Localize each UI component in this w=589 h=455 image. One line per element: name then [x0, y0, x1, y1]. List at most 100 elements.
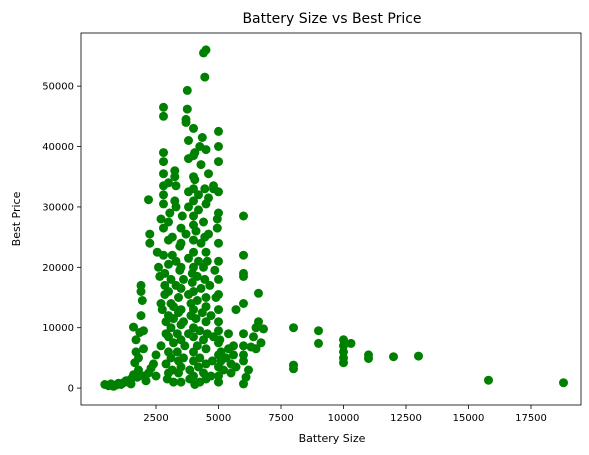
data-point — [190, 175, 200, 185]
data-point — [136, 280, 146, 290]
data-point — [209, 181, 218, 191]
y-tick-label: 40000 — [42, 142, 74, 153]
data-point — [129, 322, 138, 332]
data-point — [169, 302, 178, 312]
data-point — [289, 323, 298, 333]
data-point — [179, 274, 188, 284]
data-point — [214, 326, 223, 336]
data-point — [189, 332, 198, 342]
data-point — [176, 223, 186, 233]
y-tick-label: 30000 — [42, 202, 74, 213]
data-point — [254, 288, 263, 298]
data-point — [176, 362, 186, 372]
data-point — [187, 277, 197, 287]
data-point — [159, 111, 168, 121]
y-tick-label: 50000 — [42, 82, 74, 93]
data-point — [166, 323, 176, 333]
data-point — [229, 341, 238, 351]
data-point — [189, 262, 198, 272]
data-point — [180, 341, 190, 351]
data-point — [200, 184, 210, 194]
data-point — [239, 299, 248, 308]
data-point — [202, 256, 212, 266]
data-point — [176, 262, 186, 272]
x-axis: 2500 5000 7500 10000 12500 15000 17500 — [143, 405, 547, 424]
data-point — [206, 371, 216, 381]
data-point — [156, 341, 166, 351]
data-point — [195, 353, 205, 363]
data-point — [199, 217, 208, 227]
data-point — [226, 368, 236, 378]
data-point — [204, 193, 213, 203]
data-point — [239, 341, 248, 351]
y-axis-label: Best Price — [10, 191, 23, 246]
data-point — [145, 238, 155, 248]
data-point — [192, 296, 202, 305]
data-point — [214, 157, 223, 167]
data-point — [141, 376, 151, 386]
data-point — [164, 178, 173, 188]
data-point — [189, 247, 198, 257]
data-point — [229, 350, 238, 360]
data-point — [144, 195, 153, 205]
data-point — [214, 377, 223, 387]
data-point — [201, 247, 211, 257]
data-point — [214, 290, 223, 299]
data-point — [206, 311, 216, 321]
data-point — [196, 283, 206, 293]
data-point — [171, 181, 181, 191]
y-tick-label: 0 — [68, 384, 74, 395]
data-point — [559, 378, 568, 388]
data-point — [169, 338, 178, 348]
data-point — [176, 305, 186, 315]
data-point — [244, 365, 253, 375]
data-point — [161, 359, 171, 369]
data-point — [176, 238, 186, 248]
x-tick-label: 12500 — [390, 413, 422, 424]
data-point — [182, 104, 192, 114]
data-point — [214, 317, 223, 327]
data-point — [231, 362, 241, 372]
data-point — [184, 202, 193, 212]
data-point — [184, 253, 193, 263]
data-point — [151, 371, 161, 381]
data-point — [164, 259, 173, 269]
data-point — [196, 160, 206, 170]
points-layer — [100, 45, 568, 391]
data-point — [241, 372, 251, 382]
data-point — [191, 226, 201, 236]
data-point — [189, 211, 198, 221]
data-point — [192, 341, 202, 351]
data-point — [172, 347, 182, 357]
data-point — [159, 148, 168, 158]
data-point — [134, 353, 143, 363]
data-point — [182, 85, 192, 95]
data-point — [239, 211, 248, 221]
data-point — [166, 353, 176, 363]
plot-frame — [80, 32, 582, 406]
y-axis: 0 10000 20000 30000 40000 50000 — [42, 82, 81, 395]
data-point — [154, 262, 163, 272]
data-point — [189, 287, 198, 296]
data-point — [389, 352, 398, 362]
data-point — [239, 250, 248, 260]
data-point — [414, 351, 423, 361]
data-point — [136, 311, 146, 321]
data-point — [194, 256, 203, 266]
data-point — [159, 199, 168, 209]
data-point — [214, 142, 223, 151]
data-point — [167, 232, 177, 242]
data-point — [166, 274, 176, 284]
data-point — [181, 229, 191, 239]
data-point — [214, 126, 223, 136]
x-tick-label: 7500 — [268, 413, 293, 424]
data-point — [189, 305, 198, 315]
data-point — [189, 235, 198, 245]
data-point — [364, 354, 373, 363]
data-point — [177, 211, 187, 221]
data-point — [159, 169, 168, 179]
data-point — [159, 250, 168, 260]
data-point — [484, 375, 493, 385]
data-point — [189, 184, 198, 194]
